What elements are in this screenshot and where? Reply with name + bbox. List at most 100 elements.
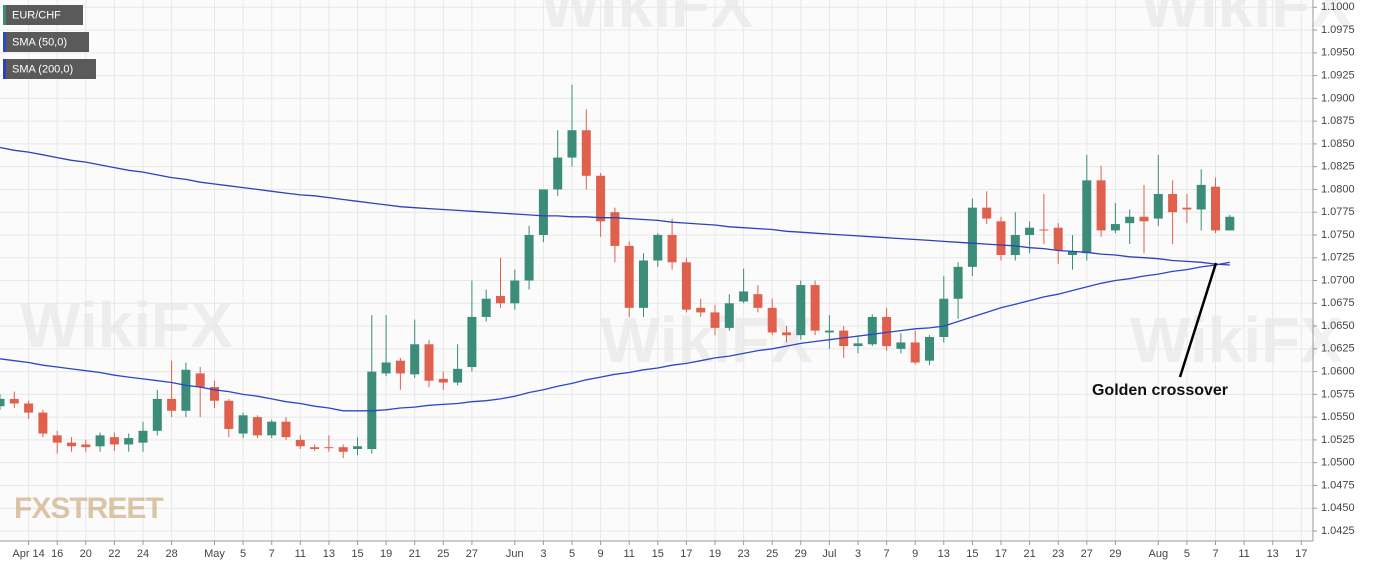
candle-body bbox=[1153, 193, 1163, 219]
candle-body bbox=[438, 378, 448, 383]
y-tick-label: 1.0750 bbox=[1321, 229, 1355, 241]
candle-body bbox=[667, 234, 677, 263]
candle-body bbox=[467, 316, 477, 368]
candle-body bbox=[224, 400, 234, 429]
x-tick-label: 17 bbox=[1295, 548, 1307, 560]
y-tick-label: 1.0775 bbox=[1321, 206, 1355, 218]
candle-body bbox=[410, 344, 420, 375]
candle-body bbox=[138, 430, 148, 443]
annotation-arrow bbox=[1178, 262, 1218, 378]
candle-body bbox=[1068, 251, 1077, 256]
y-tick-label: 1.0625 bbox=[1321, 343, 1355, 355]
candle-body bbox=[853, 343, 863, 347]
x-tick-label: Jul bbox=[822, 548, 836, 560]
x-tick-label: 29 bbox=[1109, 548, 1121, 560]
candle-body bbox=[0, 398, 5, 407]
logo: FXSTREET bbox=[14, 492, 163, 525]
candle-body bbox=[896, 342, 906, 349]
x-tick-label: 11 bbox=[295, 548, 306, 560]
candle-body bbox=[1125, 216, 1135, 224]
candle-body bbox=[1082, 180, 1092, 254]
legend: EUR/CHF SMA (50,0) SMA (200,0) bbox=[3, 5, 96, 79]
x-tick-label: 11 bbox=[1238, 548, 1249, 560]
y-tick-label: 1.1000 bbox=[1321, 1, 1355, 13]
candle-body bbox=[24, 403, 34, 413]
candle-body bbox=[925, 336, 934, 361]
watermark: WikiFX bbox=[600, 304, 813, 376]
candle-body bbox=[910, 342, 920, 363]
axes: 1.0425 1.0450 1.0475 1.0500 1.0525 1.0550 1.05… bbox=[12, 1, 1354, 560]
y-tick-label: 1.0575 bbox=[1321, 388, 1355, 400]
candle-body bbox=[496, 296, 505, 304]
candle-body bbox=[81, 444, 91, 448]
y-tick-label: 1.0600 bbox=[1321, 366, 1355, 378]
candle-body bbox=[152, 398, 162, 431]
x-tick-label: 24 bbox=[137, 548, 149, 560]
x-tick-label: 25 bbox=[766, 548, 778, 560]
candle-body bbox=[510, 280, 520, 304]
x-tick-label: 27 bbox=[1081, 548, 1093, 560]
y-tick-label: 1.0500 bbox=[1321, 457, 1355, 469]
x-tick-label: 3 bbox=[540, 548, 546, 560]
candle-body bbox=[882, 316, 892, 347]
candle-body bbox=[324, 447, 334, 449]
x-tick-label: 15 bbox=[652, 548, 664, 560]
x-tick-label: 23 bbox=[737, 548, 749, 560]
x-tick-label: 28 bbox=[165, 548, 177, 560]
x-tick-label: May bbox=[204, 548, 225, 560]
candle-body bbox=[295, 439, 305, 447]
candle-body bbox=[124, 438, 134, 445]
candle-body bbox=[824, 330, 834, 333]
candle-body bbox=[167, 398, 177, 411]
candle-body bbox=[395, 360, 405, 374]
candle-body bbox=[982, 207, 992, 219]
candle-body bbox=[252, 417, 262, 436]
x-tick-label: 23 bbox=[1052, 548, 1064, 560]
y-tick-label: 1.0975 bbox=[1321, 24, 1355, 36]
x-tick-label: 17 bbox=[680, 548, 692, 560]
legend-label: SMA (50,0) bbox=[12, 36, 67, 48]
x-tick-label: 15 bbox=[351, 548, 363, 560]
y-tick-label: 1.0800 bbox=[1321, 183, 1355, 195]
candle-body bbox=[782, 332, 791, 336]
candle-body bbox=[567, 130, 577, 158]
watermark: WikiFX bbox=[20, 289, 233, 361]
candle-body bbox=[1010, 234, 1020, 256]
legend-swatch bbox=[3, 32, 6, 52]
x-tick-label: 19 bbox=[380, 548, 392, 560]
candle-body bbox=[524, 234, 534, 281]
y-tick-label: 1.0525 bbox=[1321, 434, 1355, 446]
candle-body bbox=[639, 260, 648, 308]
candle-body bbox=[210, 387, 219, 401]
candle-body bbox=[996, 221, 1006, 256]
candle-body bbox=[1168, 193, 1178, 213]
x-tick-label: 13 bbox=[323, 548, 335, 560]
candle-body bbox=[1211, 186, 1220, 231]
x-tick-label: 5 bbox=[569, 548, 575, 560]
candle-body bbox=[624, 245, 634, 308]
legend-swatch bbox=[3, 5, 6, 25]
legend-box bbox=[3, 59, 96, 79]
candle-body bbox=[953, 266, 963, 299]
candle-body bbox=[1053, 227, 1063, 251]
candle-body bbox=[653, 234, 663, 261]
legend-box bbox=[3, 32, 89, 52]
y-tick-label: 1.0875 bbox=[1321, 115, 1355, 127]
candle-body bbox=[1039, 229, 1049, 231]
y-tick-label: 1.0850 bbox=[1321, 138, 1355, 150]
x-tick-label: 17 bbox=[995, 548, 1007, 560]
candle-body bbox=[753, 294, 763, 308]
candle-body bbox=[610, 212, 620, 246]
y-tick-label: 1.0475 bbox=[1321, 479, 1355, 491]
marks bbox=[0, 84, 1235, 459]
x-tick-label: 5 bbox=[240, 548, 246, 560]
legend-swatch bbox=[3, 59, 6, 79]
candle-body bbox=[810, 285, 820, 331]
candle-body bbox=[1225, 216, 1235, 231]
candle-body bbox=[1139, 216, 1149, 222]
candle-body bbox=[596, 175, 606, 222]
grid bbox=[0, 0, 1313, 541]
x-tick-label: 13 bbox=[938, 548, 950, 560]
